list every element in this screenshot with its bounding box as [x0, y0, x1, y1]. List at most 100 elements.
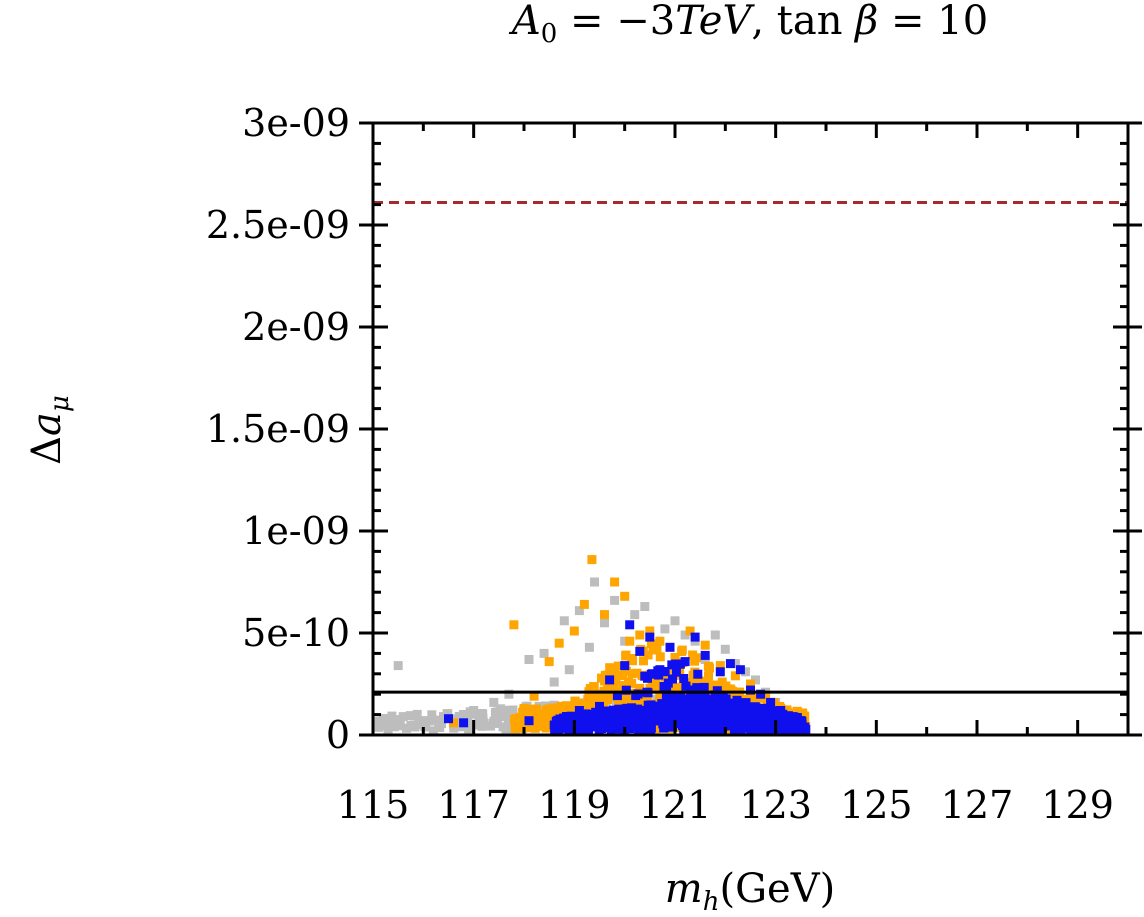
- scatter-point: [557, 719, 567, 729]
- scatter-point: [587, 555, 597, 565]
- scatter-point: [689, 705, 699, 715]
- scatter-point: [700, 640, 710, 650]
- title-a: A: [508, 0, 541, 44]
- scatter-point: [685, 712, 695, 722]
- scatter-point: [583, 724, 593, 734]
- scatter-point: [605, 675, 615, 685]
- scatter-point: [603, 680, 613, 689]
- scatter-point: [781, 720, 791, 730]
- scatter-point: [739, 700, 749, 709]
- x-title-m: m: [665, 866, 703, 912]
- scatter-point: [504, 689, 514, 699]
- scatter-point: [660, 719, 670, 729]
- scatter-point: [746, 722, 756, 732]
- scatter-point: [634, 724, 644, 734]
- scatter-point: [670, 616, 680, 626]
- scatter-point: [620, 591, 630, 601]
- scatter-point: [746, 717, 756, 727]
- scatter-point: [614, 696, 623, 706]
- plot-frame: [371, 121, 1130, 737]
- scatter-point: [705, 663, 714, 673]
- scatter-point: [708, 700, 718, 710]
- scatter-point: [618, 671, 628, 680]
- y-title-delta: Δ: [24, 436, 70, 465]
- scatter-point: [548, 707, 558, 717]
- scatter-point: [626, 711, 636, 721]
- scatter-point: [735, 665, 745, 675]
- scatter-point: [621, 651, 631, 661]
- scatter-point: [776, 706, 786, 715]
- scatter-point: [643, 650, 653, 660]
- scatter-point: [613, 661, 623, 671]
- scatter-point: [668, 722, 677, 732]
- scatter-point: [782, 726, 792, 736]
- scatter-point: [670, 711, 680, 721]
- scatter-point: [566, 715, 575, 725]
- scatter-point: [505, 714, 515, 724]
- scatter-point: [529, 691, 539, 701]
- scatter-point: [693, 718, 703, 727]
- scatter-point: [694, 693, 704, 703]
- scatter-point: [745, 709, 755, 719]
- scatter-point: [786, 715, 796, 725]
- y-tick-label: 1.5e-09: [206, 407, 350, 451]
- y-tick-label: 5e-10: [242, 611, 350, 655]
- scatter-point: [715, 713, 725, 723]
- scatter-point: [689, 675, 699, 685]
- scatter-point: [602, 670, 612, 680]
- scatter-point: [683, 718, 693, 728]
- scatter-point: [499, 712, 509, 722]
- scatter-point: [657, 699, 667, 709]
- scatter-point: [596, 706, 606, 716]
- scatter-point: [680, 724, 690, 734]
- scatter-point: [689, 696, 699, 706]
- scatter-point: [700, 677, 710, 687]
- scatter-point: [378, 716, 388, 726]
- y-axis-title: Δaμ: [24, 395, 75, 465]
- scatter-point: [414, 720, 424, 730]
- scatter-point: [675, 698, 685, 708]
- scatter-point: [599, 717, 609, 727]
- scatter-point: [675, 659, 685, 669]
- scatter-point: [719, 708, 729, 718]
- scatter-point: [756, 689, 766, 699]
- scatter-point: [510, 724, 520, 734]
- scatter-point: [633, 704, 643, 714]
- scatter-point: [750, 694, 760, 704]
- scatter-point: [383, 724, 393, 734]
- axis-ticks: [359, 121, 1142, 737]
- scatter-point: [595, 701, 604, 711]
- scatter-point: [624, 706, 634, 715]
- scatter-point: [498, 722, 508, 732]
- scatter-point: [613, 707, 623, 716]
- scatter-point: [428, 726, 438, 736]
- scatter-point: [584, 642, 594, 652]
- scatter-point: [444, 714, 453, 724]
- scatter-point: [430, 715, 440, 725]
- scatter-point: [454, 711, 464, 721]
- scatter-point: [690, 632, 700, 642]
- scatter-point: [666, 693, 676, 703]
- x-tick-label: 121: [639, 783, 712, 827]
- scatter-point: [562, 701, 571, 711]
- scatter-point: [625, 636, 635, 646]
- scatter-point: [655, 636, 665, 646]
- scatter-point: [801, 724, 811, 734]
- scatter-point: [592, 719, 602, 728]
- scatter-point: [640, 716, 650, 726]
- scatter-point: [477, 709, 487, 718]
- title-comma: , tan: [751, 0, 855, 44]
- scatter-point: [731, 706, 741, 716]
- scatter-point: [479, 718, 489, 728]
- scatter-point: [652, 704, 662, 714]
- scatter-point: [566, 725, 576, 735]
- scatter-point: [645, 723, 655, 733]
- scatter-point: [418, 718, 428, 728]
- scatter-point: [653, 682, 663, 692]
- scatter-point: [673, 682, 683, 692]
- scatter-point: [393, 661, 403, 671]
- scatter-point: [645, 632, 655, 642]
- scatter-point: [661, 690, 671, 700]
- scatter-point: [632, 714, 641, 724]
- scatter-point: [694, 676, 704, 686]
